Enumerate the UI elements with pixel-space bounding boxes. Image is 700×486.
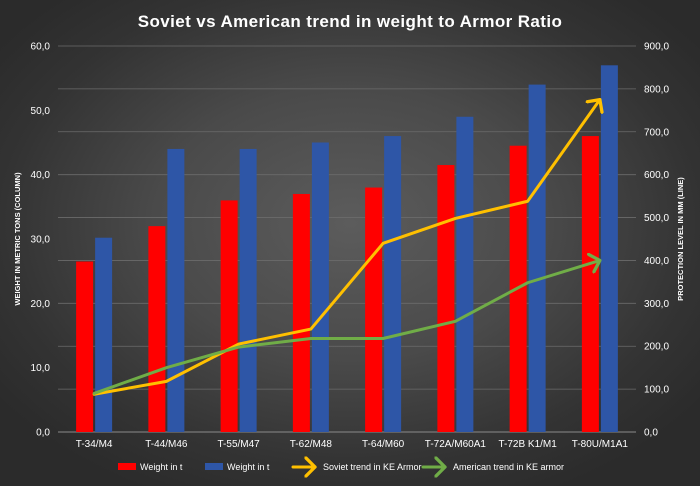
y2-tick-label: 0,0 [644,428,658,439]
x-tick-label: T-72B K1/M1 [498,439,557,450]
bar-2-3 [239,148,257,432]
y-tick-label: 40,0 [31,170,51,181]
bar-2-5 [384,136,402,433]
bar-2-8 [600,65,618,433]
y-tick-label: 50,0 [31,106,51,117]
bar-1-4 [292,193,310,432]
y2-tick-label: 700,0 [644,127,669,138]
y2-tick-label: 200,0 [644,342,669,353]
x-tick-label: T-80U/M1A1 [572,439,629,450]
legend-swatch-1 [118,463,136,470]
bar-1-2 [148,226,166,432]
y2-tick-label: 300,0 [644,299,669,310]
y2-tick-label: 600,0 [644,170,669,181]
x-tick-label: T-44/M46 [145,439,188,450]
y-tick-label: 0,0 [36,428,50,439]
y2-tick-label: 500,0 [644,213,669,224]
series-line-4 [92,260,600,395]
bar-2-1 [95,237,113,432]
bar-1-3 [220,200,238,432]
y-tick-label: 20,0 [31,299,51,310]
y2-tick-label: 900,0 [644,42,669,53]
y-axis-title: WEIGHT IN METRIC TONS (COLUMN) [13,172,22,306]
legend-label: Weight in t [227,462,270,472]
y2-axis-title: PROTECTION LEVEL IN MM (LINE) [676,177,685,301]
legend-label: Weight in t [140,462,183,472]
bar-2-7 [528,84,546,432]
chart-title: Soviet vs American trend in weight to Ar… [138,12,563,31]
series-line-3 [92,100,600,396]
legend-swatch-2 [205,463,223,470]
y-tick-label: 60,0 [31,42,51,53]
bar-1-5 [365,187,383,432]
legend-label: American trend in KE armor [453,462,564,472]
y-tick-label: 10,0 [31,363,51,374]
x-tick-label: T-64/M60 [362,439,405,450]
bar-2-4 [311,142,329,432]
x-tick-label: T-55/M47 [218,439,261,450]
bar-1-1 [76,261,94,432]
x-tick-label: T-34/M4 [76,439,113,450]
y2-tick-label: 800,0 [644,84,669,95]
legend-label: Soviet trend in KE Armor [323,462,422,472]
x-tick-label: T-72A/M60A1 [425,439,487,450]
y2-tick-label: 400,0 [644,256,669,267]
bar-1-8 [581,136,599,433]
y-tick-label: 30,0 [31,235,51,246]
bar-2-2 [167,148,185,432]
bar-2-6 [456,116,474,433]
x-tick-label: T-62/M48 [290,439,333,450]
y2-tick-label: 100,0 [644,385,669,396]
bar-1-6 [437,165,455,432]
